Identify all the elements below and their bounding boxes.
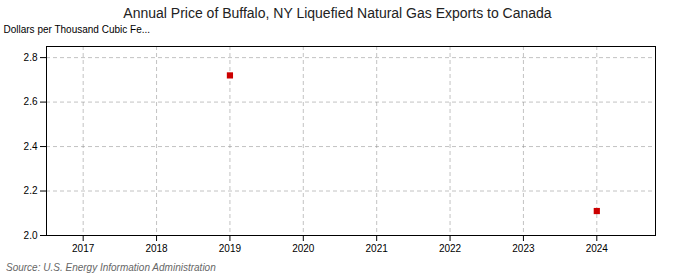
svg-text:2020: 2020 (292, 243, 315, 254)
svg-text:2.8: 2.8 (24, 52, 38, 63)
svg-text:2024: 2024 (586, 243, 609, 254)
svg-text:2.0: 2.0 (24, 230, 38, 241)
svg-text:2.4: 2.4 (24, 141, 38, 152)
svg-text:2021: 2021 (366, 243, 389, 254)
html-text:Source: U.S. Energy Informatio: Source: U.S. Energy Information Administ… (6, 262, 216, 273)
svg-text:Dollars per Thousand Cubic Fe.: Dollars per Thousand Cubic Fe... (4, 24, 151, 35)
svg-text:2019: 2019 (219, 243, 242, 254)
svg-text:2018: 2018 (145, 243, 168, 254)
svg-text:2.2: 2.2 (24, 185, 38, 196)
svg-text:2022: 2022 (439, 243, 462, 254)
svg-text:2.6: 2.6 (24, 96, 38, 107)
svg-text:2023: 2023 (512, 243, 535, 254)
svg-text:2017: 2017 (72, 243, 95, 254)
html-text:Annual Price of Buffalo, NY Li: Annual Price of Buffalo, NY Liquefied Na… (123, 5, 552, 21)
